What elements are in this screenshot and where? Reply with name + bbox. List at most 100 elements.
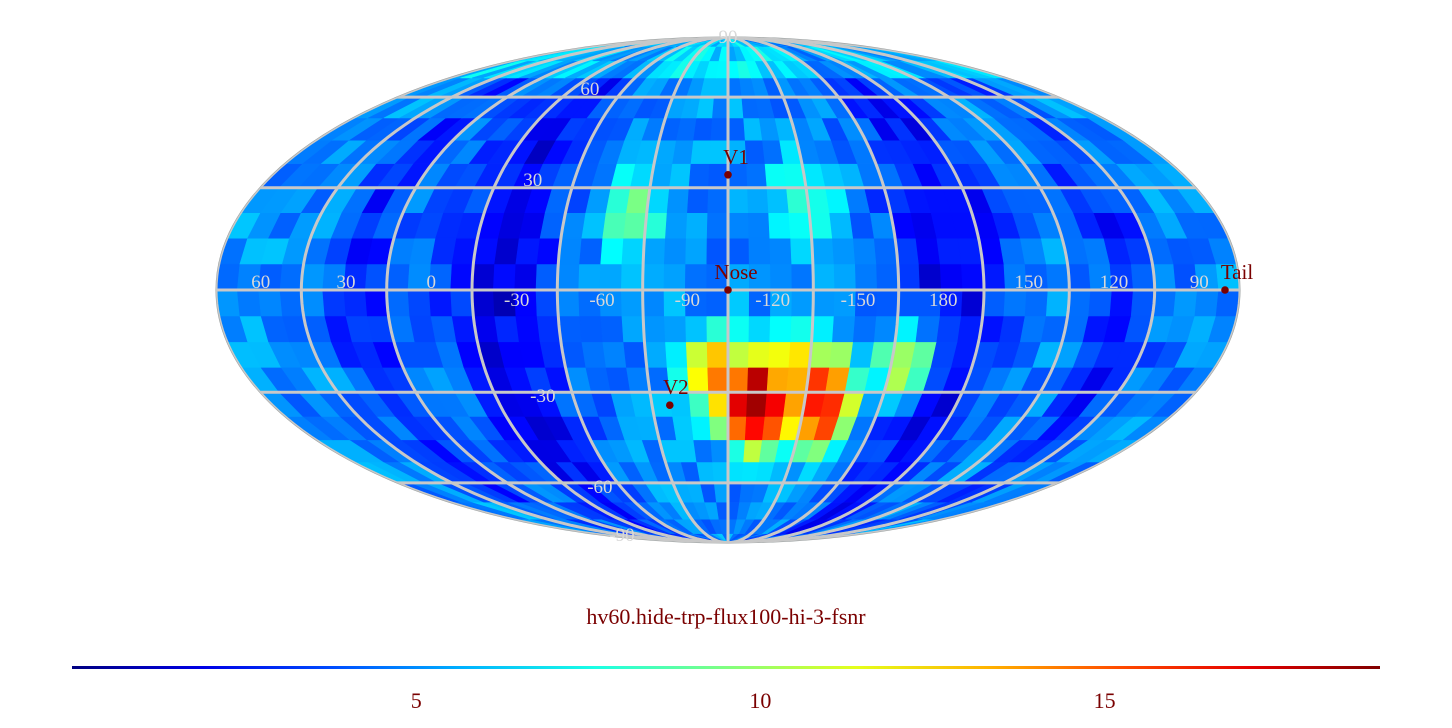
heatmap-cell (322, 289, 347, 317)
heatmap-cell (621, 315, 645, 343)
heatmap-cell (1024, 289, 1049, 317)
marker-label: Tail (1221, 260, 1254, 284)
heatmap-cell (693, 439, 713, 463)
marker-label: V1 (723, 145, 749, 169)
heatmap-cell (747, 212, 771, 239)
latitude-label: -90 (609, 525, 634, 546)
heatmap-cell (492, 263, 517, 291)
heatmap-cell (579, 315, 604, 343)
heatmap-cell (713, 482, 729, 503)
heatmap-cell (1173, 289, 1198, 317)
heatmap-cell (216, 263, 241, 291)
heatmap-cell (833, 263, 857, 291)
heatmap-cell (600, 315, 624, 343)
heatmap-cell (236, 289, 262, 317)
heatmap-cell (727, 391, 748, 417)
longitude-label: -90 (675, 290, 700, 311)
heatmap-cell (747, 341, 771, 368)
heatmap-cell (602, 212, 627, 239)
heatmap-cell (669, 163, 692, 189)
heatmap-cell (663, 237, 687, 265)
heatmap-cell (621, 237, 645, 265)
longitude-label: -120 (755, 290, 790, 311)
heatmap-cell (642, 289, 665, 317)
heatmap-cell (642, 263, 665, 291)
marker-dot (724, 286, 732, 294)
heatmap-cell (666, 187, 690, 213)
longitude-label: -30 (504, 290, 529, 311)
heatmap-cell (746, 391, 768, 417)
heatmap-cell (514, 263, 538, 291)
heatmap-cell (690, 416, 712, 441)
latitude-label: 90 (719, 27, 738, 48)
heatmap-cell (727, 461, 744, 484)
longitude-label: 30 (337, 272, 356, 293)
heatmap-cell (790, 315, 814, 343)
heatmap-cell (727, 96, 744, 119)
heatmap-cell (982, 289, 1006, 317)
colorbar-tick-label: 5 (410, 688, 422, 713)
heatmap-cell (364, 263, 389, 291)
heatmap-cell (829, 212, 854, 239)
heatmap-cell (770, 263, 793, 291)
heatmap-cell (515, 315, 541, 343)
heatmap-cell (768, 341, 791, 368)
heatmap-cell (727, 315, 750, 343)
heatmap-cell (764, 391, 787, 417)
heatmap-cell (712, 96, 729, 119)
marker-label: V2 (663, 375, 689, 399)
heatmap-cell (747, 366, 769, 393)
heatmap-cell (579, 237, 604, 265)
heatmap-cell (727, 289, 750, 317)
heatmap-cell (829, 341, 854, 368)
heatmap-cell (876, 289, 900, 317)
longitude-label: 90 (1190, 272, 1209, 293)
heatmap-cell (727, 187, 749, 213)
heatmap-cell (688, 163, 710, 189)
heatmap-cell (471, 263, 495, 291)
latitude-label: -30 (530, 386, 555, 407)
heatmap-cell (852, 315, 877, 343)
longitude-label: 180 (929, 290, 958, 311)
heatmap-cell (746, 163, 768, 189)
heatmap-cell (727, 117, 746, 141)
heatmap-cell (788, 212, 812, 239)
heatmap-cell (812, 263, 836, 291)
marker-dot (1221, 286, 1229, 294)
heatmap-cell (471, 289, 495, 317)
heatmap-cell (769, 237, 793, 265)
heatmap-cell (707, 366, 729, 393)
heatmap-cell (407, 289, 432, 317)
map-title: hv60.hide-trp-flux100-hi-3-fsnr (586, 604, 866, 629)
heatmap-cell (708, 391, 729, 417)
heatmap-cell (620, 263, 644, 291)
heatmap-cell (769, 315, 793, 343)
heatmap-cell (1067, 263, 1092, 291)
heatmap-cell (672, 139, 694, 164)
heatmap-cell (663, 263, 686, 291)
mollweide-map: 90 60 30 -30 -60 -90 60 30 0 -30 -60 -90 -120 -150 180… (215, 27, 1254, 546)
longitude-label: 0 (427, 272, 437, 293)
heatmap-cell (602, 341, 627, 368)
heatmap-cell (1067, 289, 1092, 317)
heatmap-cell (764, 163, 787, 189)
heatmap-cell (713, 77, 729, 98)
heatmap-cell (663, 315, 687, 343)
heatmap-cell (812, 289, 836, 317)
heatmap-cell (672, 416, 694, 441)
heatmap-cell (535, 263, 559, 291)
marker-label: Nose (714, 260, 757, 284)
heatmap-cell (300, 289, 326, 317)
heatmap-cell (710, 117, 729, 141)
heatmap-cell (1045, 263, 1070, 291)
heatmap-cell (748, 315, 771, 343)
heatmap-cell (1088, 289, 1113, 317)
latitude-label: 60 (580, 79, 599, 100)
heatmap-cell (876, 263, 900, 291)
heatmap-cell (216, 289, 241, 317)
latitude-label: -60 (587, 477, 612, 498)
heatmap-cell (706, 289, 729, 317)
heatmap-cell (450, 289, 474, 317)
heatmap-cell (727, 212, 750, 239)
heatmap-cell (811, 315, 835, 343)
